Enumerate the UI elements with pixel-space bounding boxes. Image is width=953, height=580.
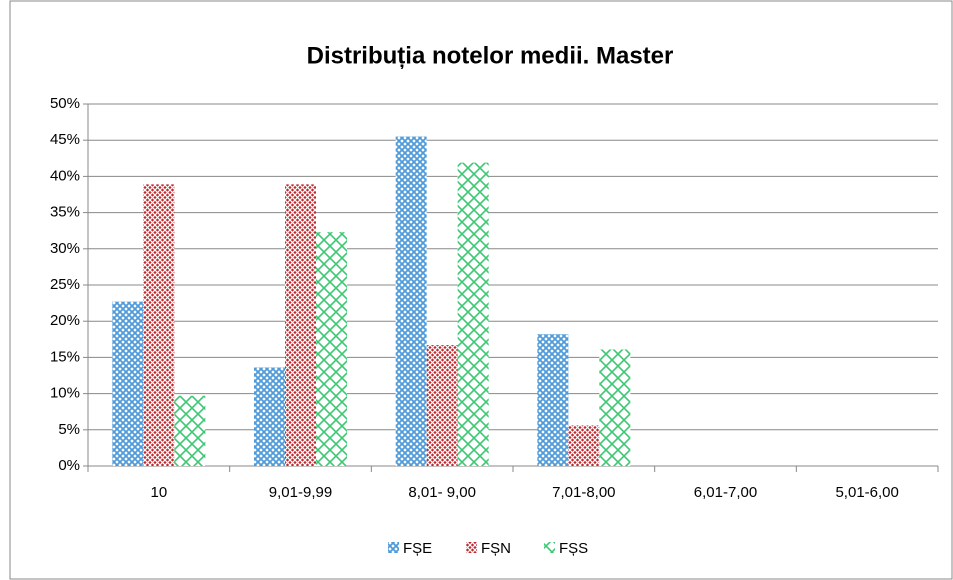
bar: [112, 301, 144, 466]
bar: [457, 162, 489, 467]
legend-swatch: [466, 542, 477, 553]
bar: [285, 184, 316, 466]
bar: [174, 395, 206, 466]
legend-label: FȘS: [559, 540, 588, 557]
x-tick-label: 7,01-8,00: [552, 484, 615, 501]
y-tick-label: 0%: [58, 457, 80, 474]
x-tick-label: 5,01-6,00: [835, 484, 898, 501]
y-tick-label: 35%: [50, 204, 80, 221]
y-tick-label: 10%: [50, 385, 80, 402]
y-tick-label: 40%: [50, 167, 80, 184]
chart-title: Distribuția notelor medii. Master: [307, 42, 674, 69]
bar: [254, 367, 285, 466]
bar: [143, 184, 175, 466]
y-tick-label: 20%: [50, 312, 80, 329]
x-tick-label: 8,01- 9,00: [408, 484, 476, 501]
x-tick-label: 10: [150, 484, 167, 501]
y-tick-label: 45%: [50, 131, 80, 148]
legend-label: FȘE: [403, 540, 432, 557]
y-tick-label: 25%: [50, 276, 80, 293]
y-tick-label: 5%: [58, 421, 80, 438]
x-tick-label: 9,01-9,99: [269, 484, 332, 501]
x-tick-label: 6,01-7,00: [694, 484, 757, 501]
legend-swatch: [388, 542, 399, 553]
bar: [426, 345, 458, 466]
legend-label: FȘN: [481, 540, 511, 557]
bar: [568, 425, 600, 466]
y-tick-label: 50%: [50, 95, 80, 112]
bar: [599, 349, 631, 466]
y-tick-label: 15%: [50, 348, 80, 365]
bar: [395, 136, 427, 466]
y-tick-label: 30%: [50, 240, 80, 257]
bar: [316, 232, 347, 466]
bar: [537, 334, 569, 466]
legend-swatch: [544, 542, 555, 553]
